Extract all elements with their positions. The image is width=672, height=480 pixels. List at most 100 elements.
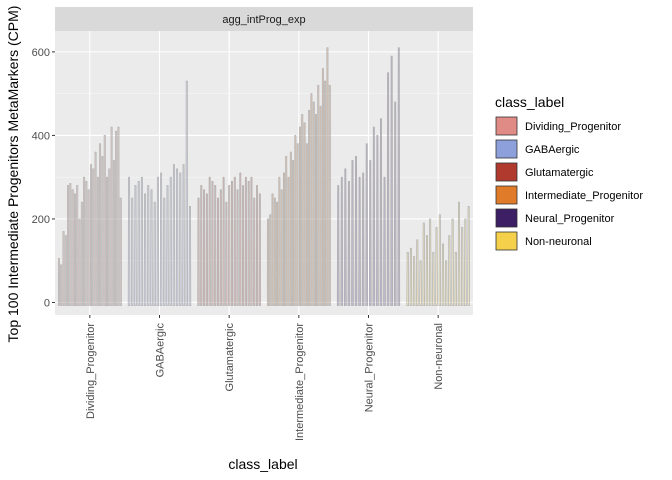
violin-Dividing_Progenitor xyxy=(103,135,106,306)
violin-Glutamatergic xyxy=(225,201,228,306)
legend: class_label Dividing_Progenitor GABAergic… xyxy=(495,94,643,251)
y-tick-label: 400 xyxy=(32,130,50,142)
violin-Dividing_Progenitor xyxy=(94,151,97,306)
violin-Intermediate_Progenitor xyxy=(282,172,285,306)
violin-Glutamatergic xyxy=(250,176,253,306)
violin-Non-neuronal xyxy=(451,218,454,306)
violin-Glutamatergic xyxy=(214,185,217,306)
x-tick-label: Neural_Progenitor xyxy=(364,323,376,413)
violin-Non-neuronal xyxy=(416,239,419,306)
violin-Neural_Progenitor xyxy=(347,181,351,306)
violin-GABAergic xyxy=(166,185,169,306)
violin-Neural_Progenitor xyxy=(376,135,379,306)
violin-Dividing_Progenitor xyxy=(67,185,70,306)
violin-Neural_Progenitor xyxy=(351,160,354,306)
violin-Non-neuronal xyxy=(432,252,435,306)
violin-Glutamatergic xyxy=(222,176,225,306)
legend-label: Glutamatergic xyxy=(525,167,594,179)
x-tick-label: Non-neuronal xyxy=(433,323,445,390)
violin-Intermediate_Progenitor xyxy=(312,101,315,306)
violin-GABAergic xyxy=(163,197,166,306)
violin-Glutamatergic xyxy=(230,181,234,306)
violin-Intermediate_Progenitor xyxy=(298,126,301,306)
violin-Glutamatergic xyxy=(202,189,206,306)
legend-label: Dividing_Progenitor xyxy=(525,121,621,133)
violin-GABAergic xyxy=(140,176,144,306)
violin-Intermediate_Progenitor xyxy=(328,84,331,306)
legend-title: class_label xyxy=(495,94,564,110)
violin-Non-neuronal xyxy=(457,201,461,306)
legend-key xyxy=(495,116,518,136)
violin-Non-neuronal xyxy=(422,222,425,306)
violin-Neural_Progenitor xyxy=(336,185,340,306)
violin-Intermediate_Progenitor xyxy=(269,214,272,306)
violin-Intermediate_Progenitor xyxy=(321,68,324,306)
violin-Glutamatergic xyxy=(233,176,236,306)
x-tick-label: GABAergic xyxy=(155,323,167,378)
x-tick-label: Glutamatergic xyxy=(224,323,236,392)
violin-Non-neuronal xyxy=(409,247,413,306)
violin-Intermediate_Progenitor xyxy=(319,105,322,306)
violin-GABAergic xyxy=(159,172,163,306)
violin-Neural_Progenitor xyxy=(393,101,397,306)
violin-GABAergic xyxy=(156,176,160,306)
violin-Dividing_Progenitor xyxy=(115,130,118,306)
violin-Glutamatergic xyxy=(216,197,220,306)
violin-Dividing_Progenitor xyxy=(106,176,108,306)
violin-Dividing_Progenitor xyxy=(89,164,92,306)
violin-Glutamatergic xyxy=(255,185,259,306)
violin-Glutamatergic xyxy=(219,189,222,306)
violin-Non-neuronal xyxy=(425,235,429,306)
violin-Intermediate_Progenitor xyxy=(296,143,299,306)
violin-Dividing_Progenitor xyxy=(78,218,81,306)
y-axis: 0 200 400 600 xyxy=(32,47,55,309)
violin-Dividing_Progenitor xyxy=(108,168,111,306)
violin-Intermediate_Progenitor xyxy=(310,93,313,306)
violin-Neural_Progenitor xyxy=(386,72,390,306)
facet-strip xyxy=(55,7,473,31)
violin-Intermediate_Progenitor xyxy=(273,197,276,306)
violin-Dividing_Progenitor xyxy=(60,264,63,306)
violin-Dividing_Progenitor xyxy=(57,258,60,306)
violin-GABAergic xyxy=(172,164,176,306)
violin-Intermediate_Progenitor xyxy=(287,176,290,306)
violin-Dividing_Progenitor xyxy=(101,155,104,306)
violin-GABAergic xyxy=(179,172,182,306)
violin-Non-neuronal xyxy=(454,252,458,306)
x-tick-label: Intermediate_Progenitor xyxy=(294,323,306,441)
legend-label: Intermediate_Progenitor xyxy=(525,190,643,202)
violin-Dividing_Progenitor xyxy=(71,189,74,306)
violin-Glutamatergic xyxy=(239,172,242,306)
violin-Non-neuronal xyxy=(467,206,470,306)
legend-key xyxy=(495,231,518,251)
legend-label: Non-neuronal xyxy=(525,236,592,248)
violin-Glutamatergic xyxy=(241,185,245,306)
violin-Neural_Progenitor xyxy=(344,168,347,306)
violin-Dividing_Progenitor xyxy=(62,231,65,306)
violin-Glutamatergic xyxy=(211,181,214,306)
violin-Non-neuronal xyxy=(448,235,451,306)
violin-Dividing_Progenitor xyxy=(119,197,122,306)
violin-Intermediate_Progenitor xyxy=(276,201,279,306)
violin-Non-neuronal xyxy=(460,226,464,306)
violin-Intermediate_Progenitor xyxy=(292,160,295,306)
violin-Intermediate_Progenitor xyxy=(271,193,274,306)
violin-Glutamatergic xyxy=(197,197,200,306)
violin-Neural_Progenitor xyxy=(383,176,386,306)
violin-Intermediate_Progenitor xyxy=(301,114,304,306)
violin-Non-neuronal xyxy=(464,218,467,306)
violin-Neural_Progenitor xyxy=(372,126,376,306)
violin-Neural_Progenitor xyxy=(379,118,383,306)
violin-Dividing_Progenitor xyxy=(87,189,90,306)
violin-Dividing_Progenitor xyxy=(80,201,83,306)
violin-GABAergic xyxy=(131,197,134,306)
violin-Glutamatergic xyxy=(205,193,208,306)
violin-GABAergic xyxy=(137,181,140,306)
violin-Dividing_Progenitor xyxy=(99,143,102,306)
violin-Dividing_Progenitor xyxy=(69,183,72,306)
violin-Intermediate_Progenitor xyxy=(289,151,292,306)
violin-Intermediate_Progenitor xyxy=(305,143,308,306)
violin-Glutamatergic xyxy=(258,193,261,306)
violin-Dividing_Progenitor xyxy=(96,176,99,306)
